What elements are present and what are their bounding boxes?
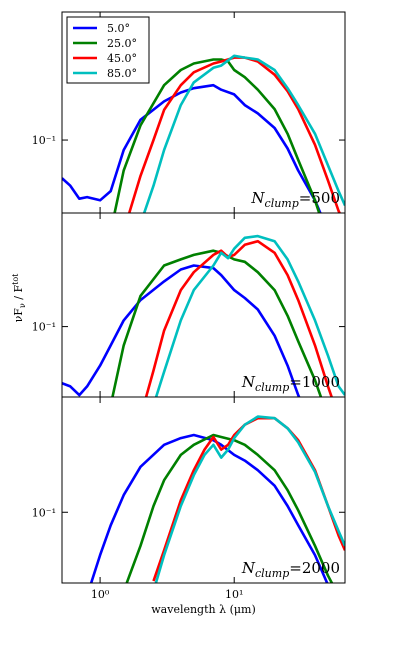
annotation-sub: clump — [255, 567, 289, 580]
series-line — [154, 234, 345, 397]
axes-frame — [61, 212, 346, 398]
plot-area — [89, 415, 345, 583]
axes-frame — [61, 396, 346, 584]
annotation-rest: =500 — [299, 189, 340, 207]
annotation-base: N — [250, 189, 265, 207]
y-tick-label: 10⁻¹ — [32, 134, 56, 147]
x-tick-label: 10⁰ — [91, 588, 110, 601]
legend-label: 25.0° — [107, 37, 137, 50]
annotation-sub: clump — [255, 381, 289, 394]
y-label-part: / F — [12, 284, 25, 303]
y-label-sub: ν — [18, 303, 27, 308]
y-label-sup: tot — [11, 273, 20, 285]
legend-label: 5.0° — [107, 22, 130, 35]
annotation-sub: clump — [265, 197, 299, 210]
legend-label: 85.0° — [107, 67, 137, 80]
series-line — [154, 415, 345, 583]
series-line — [144, 239, 334, 397]
annotation: Nclump=1000 — [241, 373, 340, 394]
y-label-part: νF — [12, 308, 25, 323]
annotation: Nclump=2000 — [241, 559, 340, 580]
annotation-base: N — [241, 559, 256, 577]
plot-area — [62, 234, 345, 397]
series-line — [142, 54, 345, 213]
x-axis-label: wavelength λ (μm) — [151, 603, 255, 616]
y-tick-label: 10⁻¹ — [32, 321, 56, 334]
annotation-rest: =1000 — [289, 373, 340, 391]
annotation-rest: =2000 — [289, 559, 340, 577]
series-line — [62, 83, 322, 213]
annotation: Nclump=500 — [250, 189, 340, 210]
y-tick-label: 10⁻¹ — [32, 506, 56, 519]
series-line — [62, 264, 301, 397]
y-axis-label: νFν / Ftot — [11, 273, 27, 323]
legend-label: 45.0° — [107, 52, 137, 65]
x-tick-label: 10¹ — [225, 588, 243, 601]
plot-area — [62, 54, 345, 213]
annotation-base: N — [241, 373, 256, 391]
